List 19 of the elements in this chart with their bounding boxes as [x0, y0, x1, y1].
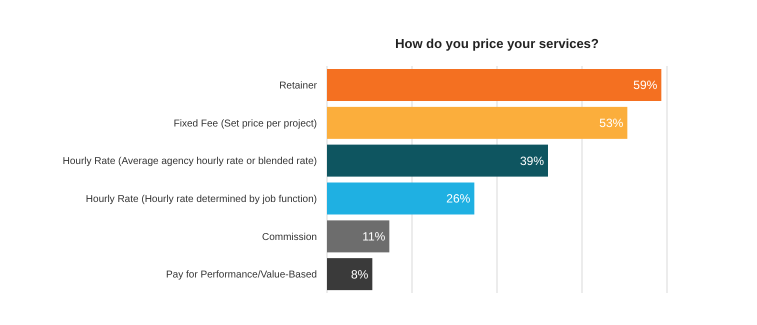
y-tick-label: Retainer [279, 80, 318, 92]
bar [327, 220, 390, 252]
y-tick-label: Pay for Performance/Value-Based [166, 270, 317, 281]
y-tick-label: Commission [262, 232, 317, 243]
chart-title: How do you price your services? [394, 36, 600, 51]
bar [327, 182, 474, 214]
data-label: 53% [599, 116, 624, 130]
y-tick-label: Hourly Rate (Hourly rate determined by job function) [86, 194, 317, 205]
y-tick-label: Hourly Rate (Average agency hourly rate or blended rate) [62, 156, 317, 168]
bar [327, 258, 372, 290]
data-label: 39% [520, 154, 544, 168]
data-label: 8% [350, 267, 369, 282]
y-tick-label: Fixed Fee (Set price per project) [174, 118, 317, 130]
data-label: 59% [633, 78, 658, 92]
bar [327, 106, 628, 139]
bar [327, 144, 548, 177]
data-label: 11% [362, 230, 386, 244]
bar [327, 69, 662, 101]
data-label: 26% [446, 192, 471, 206]
